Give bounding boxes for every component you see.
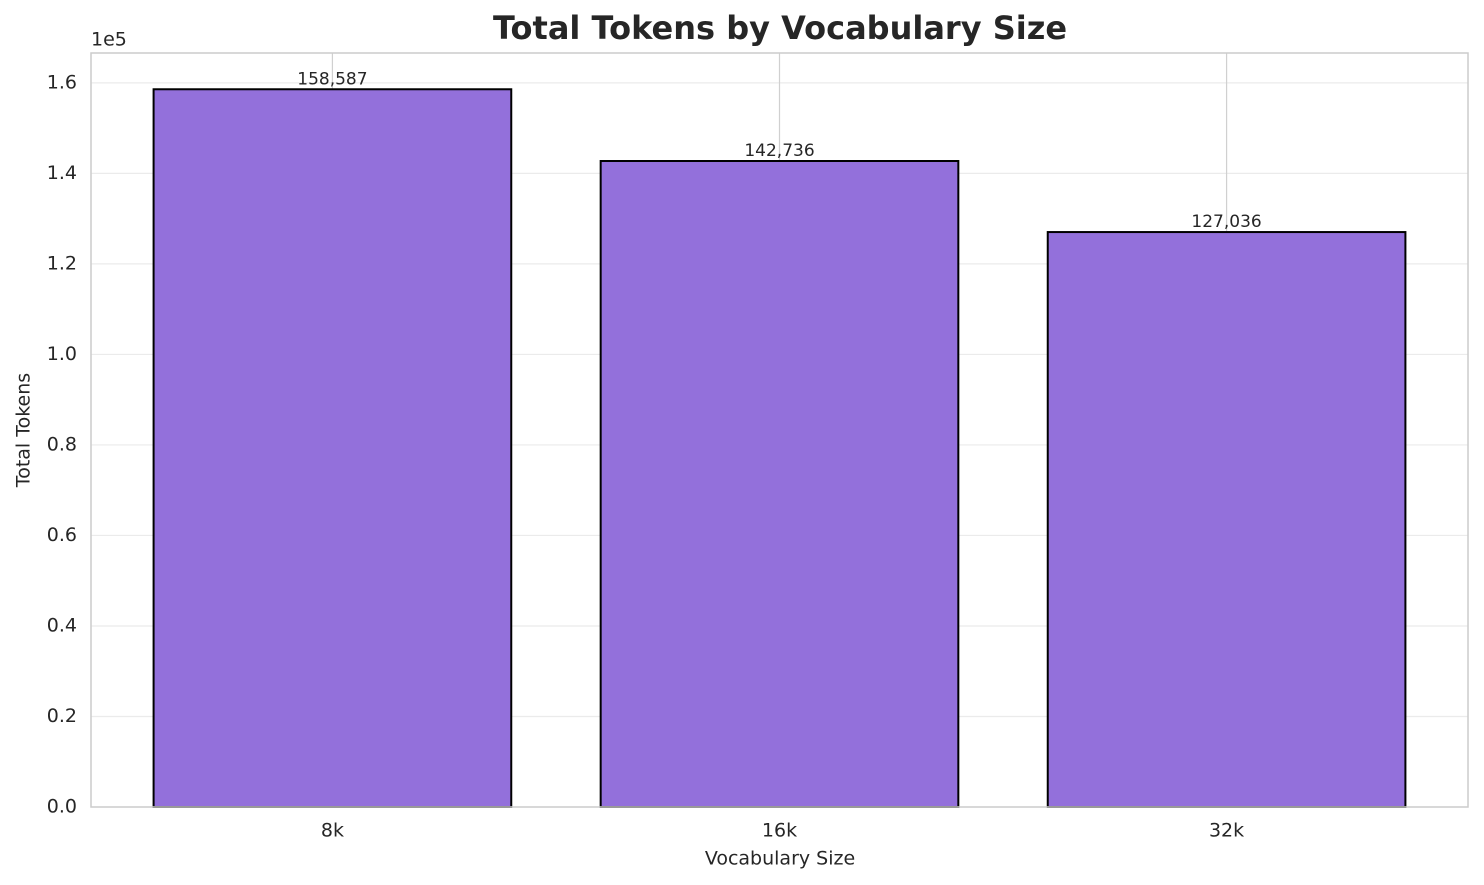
- y-tick-label: 1.2: [47, 252, 77, 274]
- bar: [1046, 231, 1407, 809]
- bar: [152, 88, 513, 808]
- value-label: 158,587: [297, 69, 367, 89]
- y-offset-label: 1e5: [91, 29, 127, 51]
- value-label: 142,736: [744, 141, 814, 161]
- bar: [599, 160, 960, 808]
- chart-title: Total Tokens by Vocabulary Size: [493, 9, 1067, 47]
- y-tick-label: 0.4: [47, 614, 77, 636]
- x-tick-label: 32k: [1209, 820, 1244, 842]
- y-tick-label: 0.2: [47, 705, 77, 727]
- y-tick-label: 0.0: [47, 796, 77, 818]
- x-tick-label: 8k: [321, 820, 344, 842]
- y-tick-label: 1.6: [47, 71, 77, 93]
- value-label: 127,036: [1191, 212, 1261, 232]
- y-tick-label: 1.0: [47, 343, 77, 365]
- plot-frame: [90, 52, 1469, 808]
- x-tick-label: 16k: [762, 820, 797, 842]
- y-axis-label: Total Tokens: [13, 373, 35, 488]
- y-tick-label: 1.4: [47, 162, 77, 184]
- y-tick-label: 0.6: [47, 524, 77, 546]
- x-axis-label: Vocabulary Size: [705, 848, 855, 870]
- y-tick-label: 0.8: [47, 433, 77, 455]
